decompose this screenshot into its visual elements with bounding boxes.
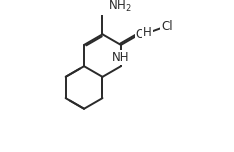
Text: O: O	[135, 28, 145, 41]
Text: NH: NH	[111, 51, 129, 64]
Text: H: H	[143, 26, 152, 39]
Text: NH$_2$: NH$_2$	[108, 0, 132, 14]
Text: Cl: Cl	[161, 20, 173, 33]
